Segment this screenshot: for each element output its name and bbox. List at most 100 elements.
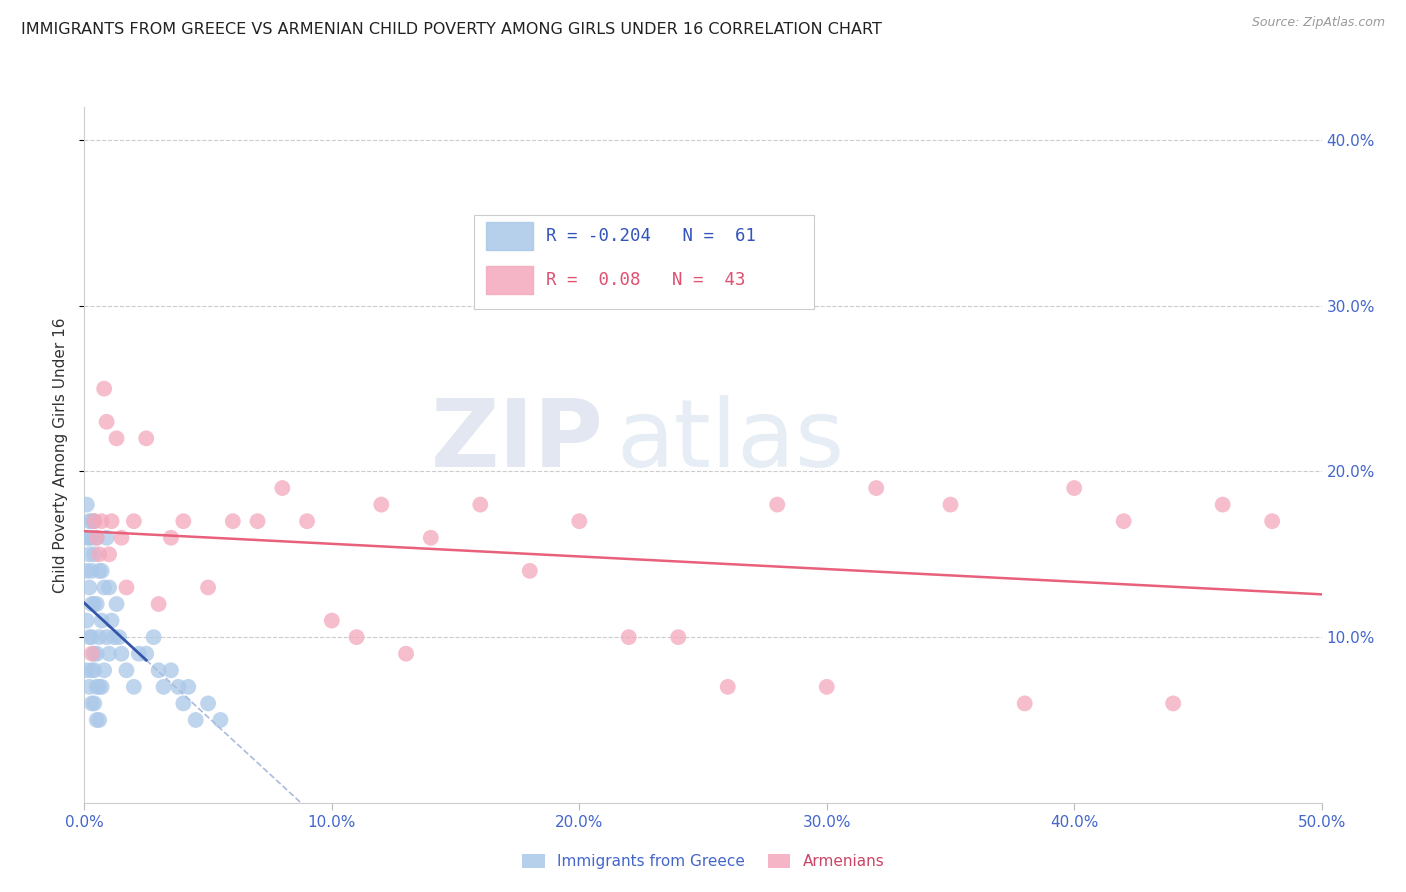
Point bbox=[90, 614, 112, 628]
Point bbox=[160, 531, 183, 545]
Point bbox=[122, 680, 145, 694]
Point bbox=[96, 415, 118, 429]
Point bbox=[80, 663, 103, 677]
Point bbox=[80, 514, 103, 528]
Point bbox=[148, 663, 170, 677]
Point bbox=[103, 630, 125, 644]
Point bbox=[76, 564, 98, 578]
Point bbox=[83, 647, 105, 661]
Point bbox=[519, 564, 541, 578]
Point bbox=[142, 630, 165, 644]
Point bbox=[90, 564, 112, 578]
Point bbox=[98, 547, 121, 561]
Point bbox=[815, 680, 838, 694]
Point bbox=[184, 713, 207, 727]
Point bbox=[1112, 514, 1135, 528]
Point bbox=[717, 680, 740, 694]
Point bbox=[419, 531, 441, 545]
Point bbox=[89, 630, 111, 644]
Point bbox=[86, 597, 108, 611]
Point bbox=[100, 514, 122, 528]
Text: R = -0.204   N =  61: R = -0.204 N = 61 bbox=[546, 227, 756, 244]
Point bbox=[148, 597, 170, 611]
Point bbox=[86, 647, 108, 661]
Point bbox=[1014, 697, 1036, 711]
Point bbox=[76, 498, 98, 512]
Bar bbox=[486, 266, 533, 293]
Point bbox=[1261, 514, 1284, 528]
Point bbox=[939, 498, 962, 512]
Point bbox=[80, 630, 103, 644]
Point bbox=[346, 630, 368, 644]
Point bbox=[76, 531, 98, 545]
Point bbox=[80, 564, 103, 578]
Point bbox=[79, 630, 101, 644]
Point bbox=[86, 713, 108, 727]
Point bbox=[83, 514, 105, 528]
Text: R =  0.08   N =  43: R = 0.08 N = 43 bbox=[546, 270, 745, 289]
Legend: Immigrants from Greece, Armenians: Immigrants from Greece, Armenians bbox=[516, 848, 890, 875]
Point bbox=[98, 581, 121, 595]
Point bbox=[209, 713, 232, 727]
Point bbox=[370, 498, 392, 512]
Point bbox=[865, 481, 887, 495]
Point bbox=[470, 498, 492, 512]
Point bbox=[98, 647, 121, 661]
Point bbox=[115, 581, 138, 595]
Point bbox=[90, 514, 112, 528]
Point bbox=[110, 531, 132, 545]
Point bbox=[568, 514, 591, 528]
Point bbox=[89, 564, 111, 578]
Text: atlas: atlas bbox=[616, 395, 845, 487]
Point bbox=[83, 663, 105, 677]
Point bbox=[89, 547, 111, 561]
Point bbox=[135, 647, 157, 661]
Text: IMMIGRANTS FROM GREECE VS ARMENIAN CHILD POVERTY AMONG GIRLS UNDER 16 CORRELATIO: IMMIGRANTS FROM GREECE VS ARMENIAN CHILD… bbox=[21, 22, 882, 37]
Point bbox=[76, 663, 98, 677]
Point bbox=[108, 630, 131, 644]
Point bbox=[128, 647, 150, 661]
Point bbox=[93, 663, 115, 677]
Point bbox=[96, 531, 118, 545]
Point bbox=[110, 647, 132, 661]
Point bbox=[172, 514, 194, 528]
Point bbox=[222, 514, 245, 528]
Point bbox=[83, 514, 105, 528]
Point bbox=[76, 614, 98, 628]
Point bbox=[197, 581, 219, 595]
Point bbox=[135, 431, 157, 445]
Point bbox=[1063, 481, 1085, 495]
Text: ZIP: ZIP bbox=[432, 395, 605, 487]
Point bbox=[1212, 498, 1234, 512]
Point bbox=[172, 697, 194, 711]
Point bbox=[100, 614, 122, 628]
Text: Source: ZipAtlas.com: Source: ZipAtlas.com bbox=[1251, 16, 1385, 29]
Point bbox=[115, 663, 138, 677]
Point bbox=[246, 514, 269, 528]
Point bbox=[766, 498, 789, 512]
Point bbox=[89, 680, 111, 694]
Point bbox=[152, 680, 174, 694]
Point bbox=[167, 680, 190, 694]
Point bbox=[80, 531, 103, 545]
Point bbox=[96, 630, 118, 644]
Point bbox=[83, 597, 105, 611]
Y-axis label: Child Poverty Among Girls Under 16: Child Poverty Among Girls Under 16 bbox=[52, 318, 67, 592]
Point bbox=[79, 581, 101, 595]
Point bbox=[321, 614, 343, 628]
Point bbox=[83, 697, 105, 711]
Point bbox=[197, 697, 219, 711]
Point bbox=[177, 680, 200, 694]
Point bbox=[160, 663, 183, 677]
Point bbox=[666, 630, 689, 644]
Point bbox=[80, 697, 103, 711]
Point bbox=[105, 431, 128, 445]
Point bbox=[79, 514, 101, 528]
FancyBboxPatch shape bbox=[474, 215, 814, 309]
Point bbox=[86, 531, 108, 545]
Point bbox=[93, 382, 115, 396]
Point bbox=[90, 680, 112, 694]
Point bbox=[79, 680, 101, 694]
Point bbox=[80, 647, 103, 661]
Point bbox=[86, 531, 108, 545]
